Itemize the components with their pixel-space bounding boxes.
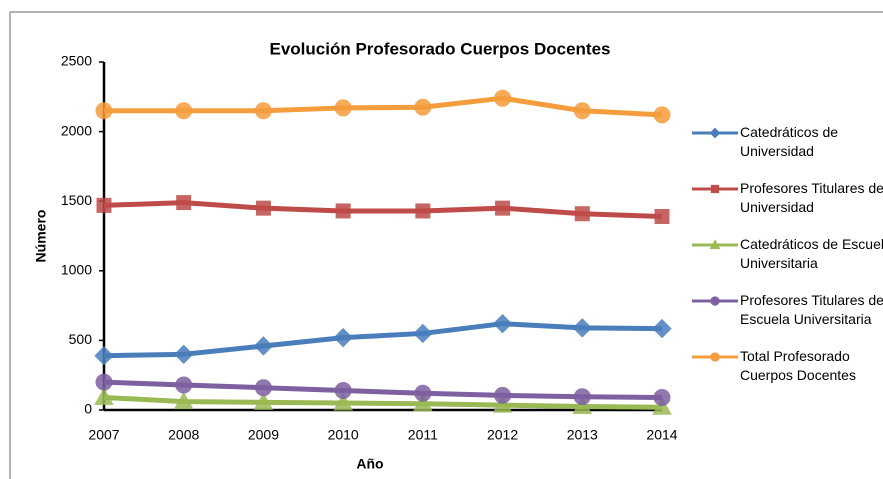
legend-label: Total Profesorado Cuerpos Docentes xyxy=(740,348,856,383)
legend-label: Catedráticos de Escuela Universitaria xyxy=(740,236,883,271)
x-tick-label: 2011 xyxy=(408,427,438,443)
marker xyxy=(574,206,590,222)
series-line xyxy=(103,200,663,220)
legend-marker xyxy=(710,352,720,362)
y-tick-label: 2500 xyxy=(61,53,92,69)
marker xyxy=(173,391,194,410)
marker xyxy=(334,382,352,400)
marker xyxy=(494,89,512,107)
x-tick-label: 2012 xyxy=(487,427,518,443)
legend-label: Catedráticos de Universidad xyxy=(740,124,838,159)
y-tick-label: 2000 xyxy=(61,122,92,138)
marker xyxy=(176,195,192,211)
marker xyxy=(333,327,353,348)
marker xyxy=(653,388,671,406)
legend-marker xyxy=(709,239,721,250)
series-line xyxy=(104,95,663,118)
chart-title: Evolución Profesorado Cuerpos Docentes xyxy=(269,39,610,58)
x-axis-label: Año xyxy=(356,456,383,472)
y-axis-label: Número xyxy=(33,210,49,263)
marker xyxy=(94,387,114,405)
marker xyxy=(174,344,194,365)
marker xyxy=(95,102,113,120)
x-tick-label: 2007 xyxy=(88,427,119,443)
x-tick-label: 2014 xyxy=(646,427,677,443)
marker xyxy=(572,318,592,338)
x-tick-label: 2010 xyxy=(328,427,359,443)
marker xyxy=(175,376,193,394)
marker xyxy=(334,99,352,117)
legend-marker xyxy=(710,296,720,306)
marker xyxy=(573,388,591,406)
legend-label: Profesores Titulares de Escuela Universit… xyxy=(740,292,883,327)
marker xyxy=(96,197,112,213)
marker xyxy=(495,200,511,216)
marker xyxy=(413,323,433,344)
legend-marker xyxy=(709,127,721,139)
marker xyxy=(492,313,513,334)
marker xyxy=(572,396,593,415)
series-line xyxy=(103,321,663,359)
x-tick-label: 2013 xyxy=(567,427,598,443)
legend-label: Profesores Titulares de Universidad xyxy=(740,180,883,215)
marker xyxy=(652,397,672,415)
series-line xyxy=(103,394,663,410)
series-line xyxy=(103,379,663,400)
marker xyxy=(254,379,272,397)
legend-marker xyxy=(710,184,720,194)
marker xyxy=(335,203,351,219)
marker xyxy=(414,98,432,116)
marker xyxy=(95,373,113,391)
marker xyxy=(654,209,670,225)
x-tick-label: 2009 xyxy=(248,427,279,443)
y-tick-label: 1000 xyxy=(61,262,92,278)
marker xyxy=(255,200,271,216)
marker xyxy=(492,395,513,413)
marker xyxy=(652,318,672,339)
marker xyxy=(175,102,193,120)
marker xyxy=(573,102,591,120)
marker xyxy=(653,106,671,124)
y-tick-label: 500 xyxy=(69,331,93,347)
y-tick-label: 0 xyxy=(84,401,92,417)
marker xyxy=(253,392,274,410)
marker xyxy=(333,393,353,411)
marker xyxy=(415,203,431,219)
marker xyxy=(94,346,114,366)
x-tick-label: 2008 xyxy=(168,427,199,443)
y-tick-label: 1500 xyxy=(61,192,92,208)
marker xyxy=(253,336,274,356)
marker xyxy=(414,384,432,402)
marker xyxy=(254,102,272,120)
marker xyxy=(413,393,433,412)
marker xyxy=(494,386,512,404)
